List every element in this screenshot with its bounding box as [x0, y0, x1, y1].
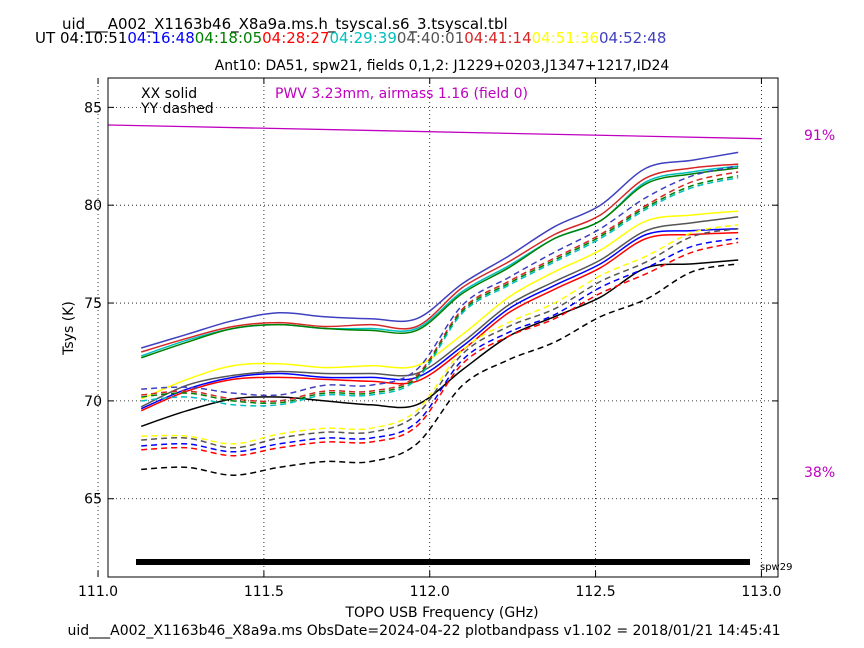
yy-series-line-11: [141, 175, 739, 405]
y-tick-label: 85: [84, 100, 102, 116]
x-tick-label: 111.0: [78, 584, 118, 600]
pwv-percent-top: 91%: [804, 128, 835, 144]
x-tick-label: 112.0: [410, 584, 450, 600]
yy-series-line-17: [141, 263, 739, 476]
ut-time-5: 04:40:01: [397, 29, 464, 47]
xx-series-line-7: [140, 231, 739, 412]
ut-times: 04:10:5104:16:4804:18:0504:28:2704:29:39…: [60, 29, 666, 47]
xx-series-line-6: [140, 227, 739, 410]
y-tick-label: 75: [84, 296, 102, 312]
data-series: [107, 124, 762, 476]
spw-bar: [136, 559, 750, 565]
xx-series-line-0: [140, 151, 739, 349]
x-axis-label: TOPO USB Frequency (GHz): [344, 605, 538, 621]
x-tick-label: 113.0: [741, 584, 781, 600]
y-axis-label: Tsys (K): [61, 301, 77, 356]
y-tick-label: 70: [84, 394, 102, 410]
ut-time-6: 04:41:14: [464, 29, 531, 47]
xx-series-line-3: [140, 167, 739, 359]
plot-frame: [107, 77, 779, 578]
pwv-transmission-line: [107, 124, 762, 140]
legend-xx: XX solid: [141, 86, 197, 102]
ut-time-7: 04:51:36: [532, 29, 599, 47]
ut-time-4: 04:29:39: [330, 29, 397, 47]
xx-series-line-4: [140, 210, 739, 400]
ut-time-8: 04:52:48: [599, 29, 666, 47]
ut-time-0: 04:10:51: [60, 29, 127, 47]
xx-series-line-1: [140, 163, 739, 353]
y-tick-label: 65: [84, 492, 102, 508]
yy-series-line-10: [141, 171, 739, 403]
pwv-percent-bottom: 38%: [804, 465, 835, 481]
xx-series-line-5: [140, 216, 739, 408]
ut-time-2: 04:18:05: [195, 29, 262, 47]
plot-background: [108, 78, 778, 577]
axis-ticks: 111.0 111.5 112.0 112.5 113.0 65 70 75 80 85: [78, 78, 781, 600]
spw-label: spw29: [760, 562, 792, 573]
ut-label: UT: [35, 29, 56, 47]
yy-series-line-12: [141, 177, 739, 407]
y-tick-label: 80: [84, 198, 102, 214]
file-title: uid___A002_X1163b46_X8a9a.ms.h_tsyscal.s…: [62, 15, 508, 34]
ut-time-1: 04:16:48: [127, 29, 194, 47]
ut-time-3: 04:28:27: [262, 29, 329, 47]
chart-subtitle: Ant10: DA51, spw21, fields 0,1,2: J1229+…: [215, 58, 670, 74]
legend-yy: YY dashed: [140, 101, 214, 117]
x-tick-label: 111.5: [244, 584, 284, 600]
pwv-label: PWV 3.23mm, airmass 1.16 (field 0): [275, 86, 528, 102]
x-tick-label: 112.5: [576, 584, 616, 600]
footer-text: uid___A002_X1163b46_X8a9a.ms ObsDate=202…: [67, 623, 780, 639]
